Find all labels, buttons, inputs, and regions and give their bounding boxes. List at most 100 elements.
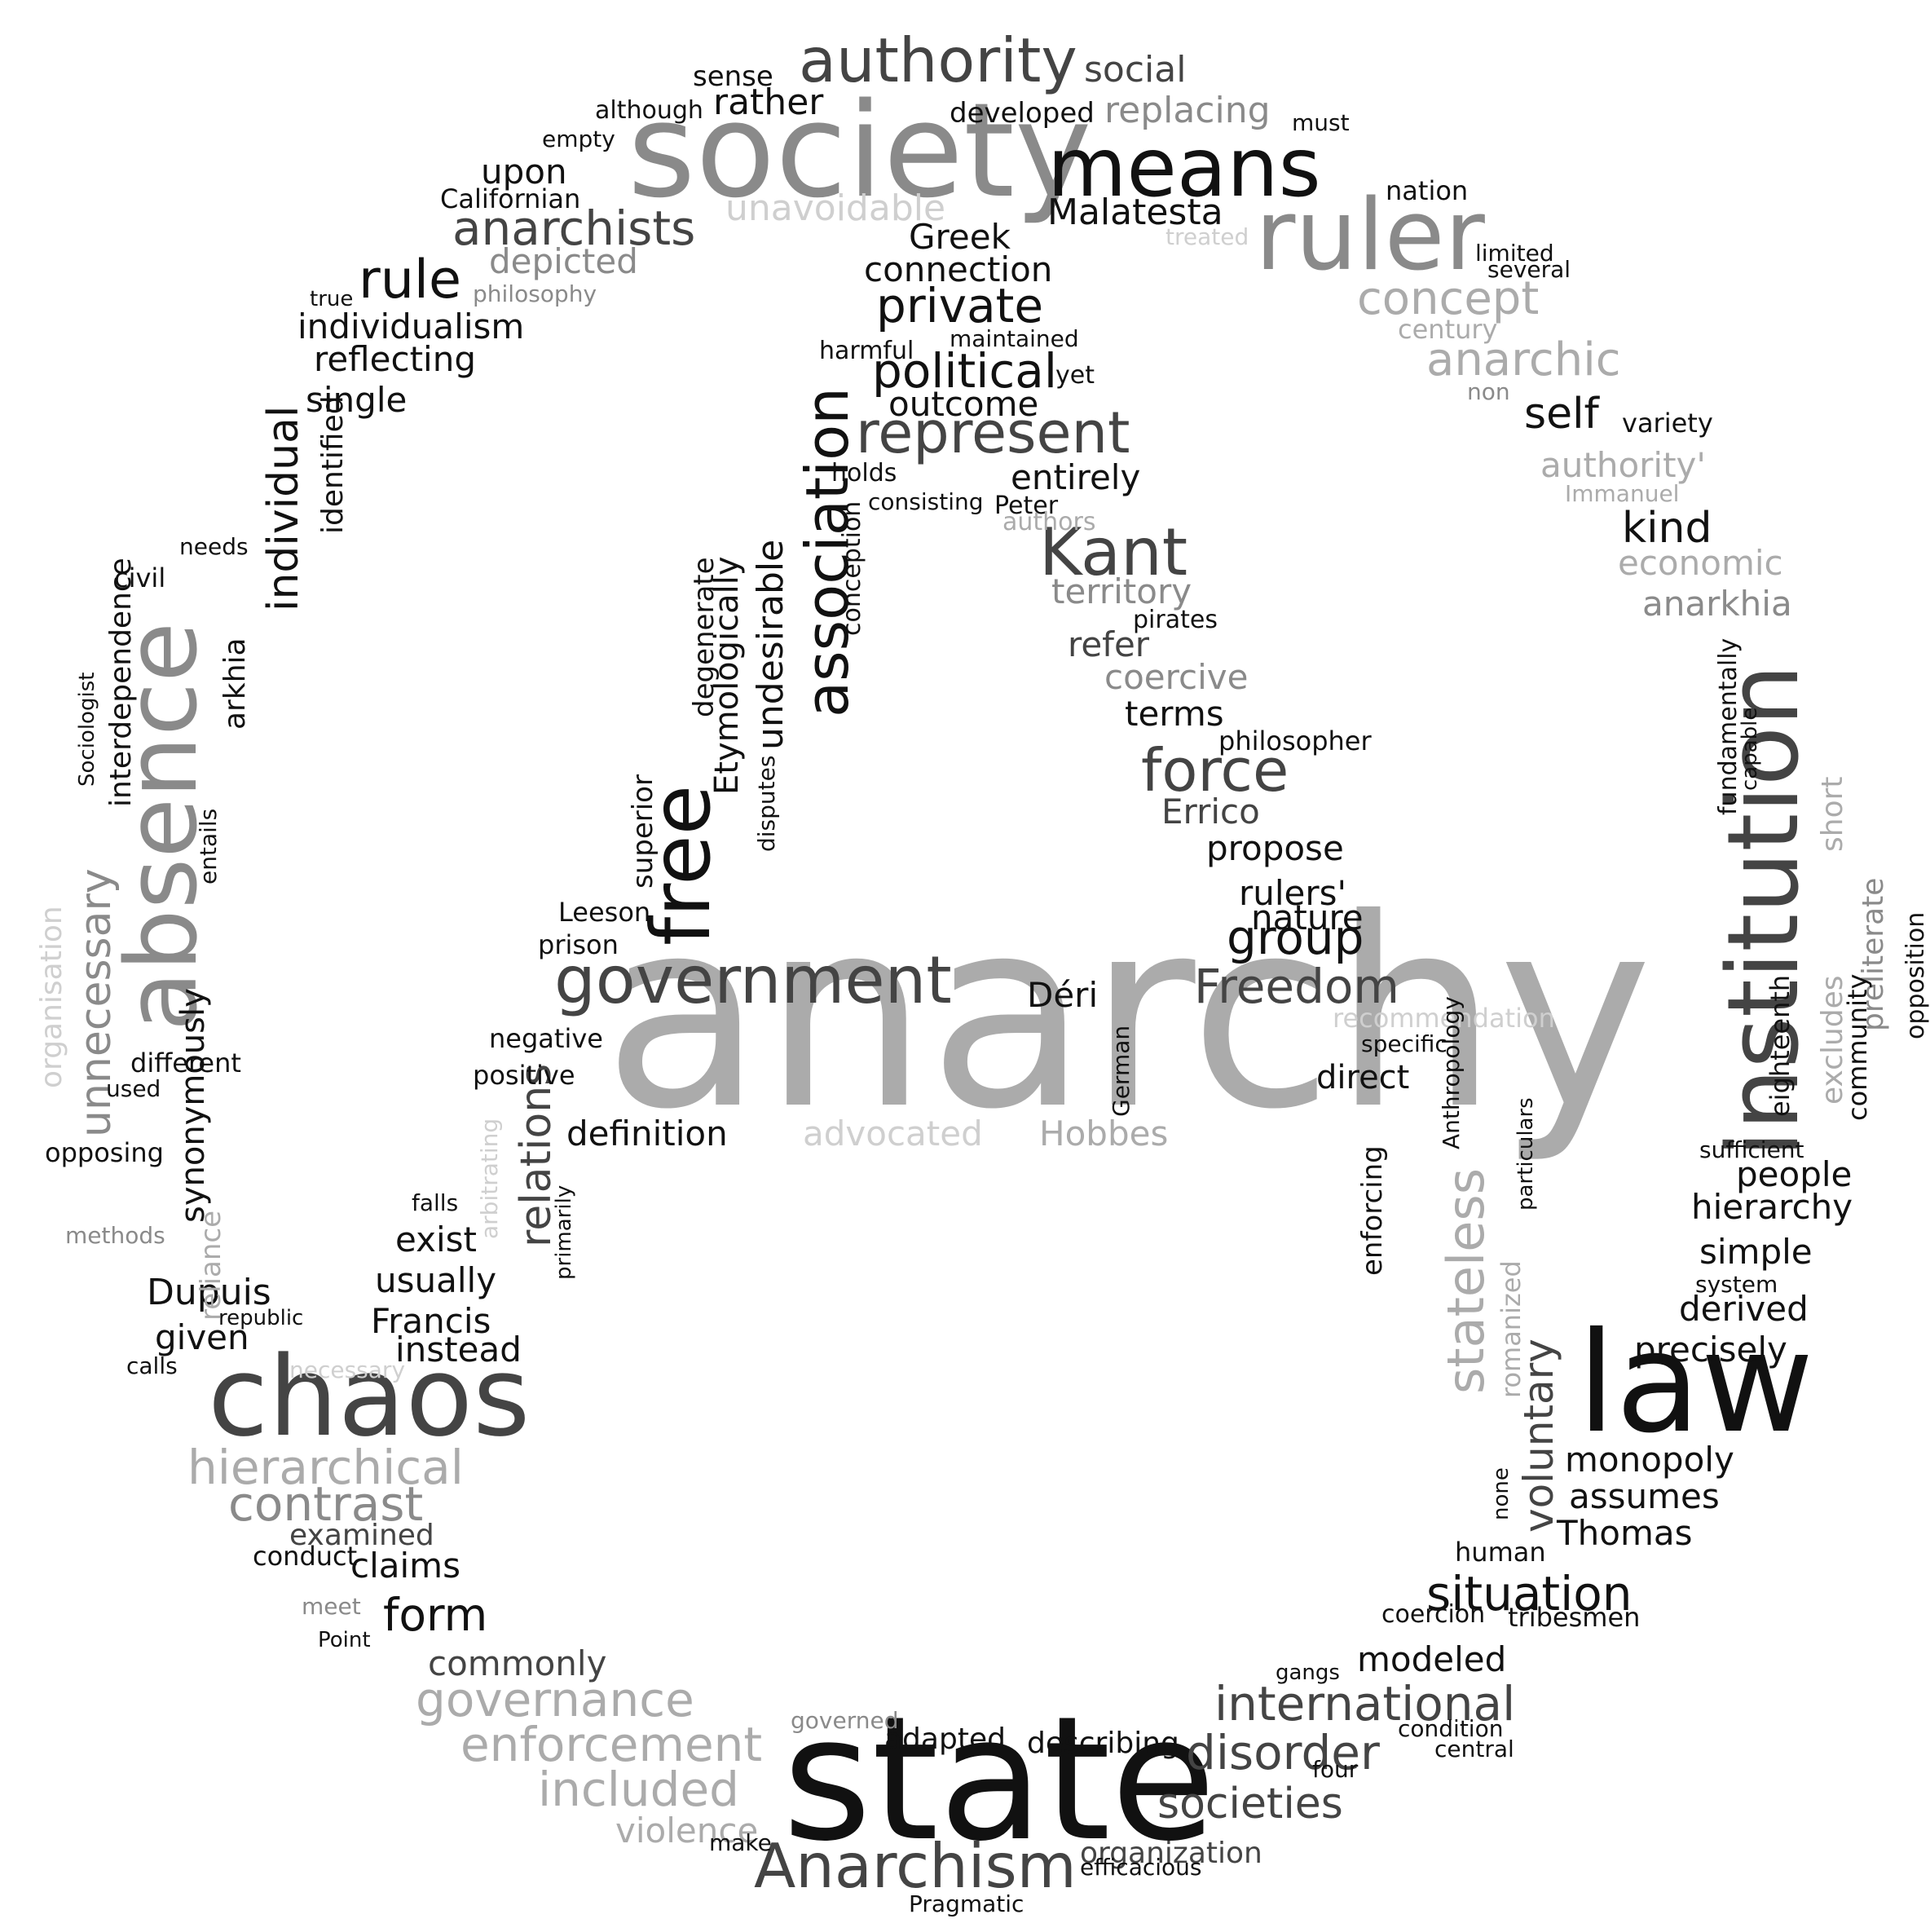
word-disorder: disorder bbox=[1186, 1725, 1380, 1780]
word-self: self bbox=[1524, 390, 1601, 439]
word-sense: sense bbox=[693, 60, 773, 93]
word-stateless: stateless bbox=[1436, 1168, 1496, 1394]
word-eighteenth: eighteenth bbox=[1765, 975, 1796, 1117]
word-institution: institution bbox=[1707, 664, 1821, 1158]
word-different: different bbox=[130, 1048, 241, 1078]
word-free: free bbox=[633, 785, 729, 946]
word-single: single bbox=[306, 380, 407, 420]
word-philosopher: philosopher bbox=[1218, 726, 1372, 756]
word-arkhia: arkhia bbox=[218, 637, 252, 730]
word-peter: Peter bbox=[994, 492, 1059, 520]
word-voluntary: voluntary bbox=[1515, 1339, 1562, 1533]
word-variety: variety bbox=[1622, 408, 1713, 439]
word-adapted: adapted bbox=[884, 1722, 1006, 1756]
word-outcome: outcome bbox=[888, 384, 1038, 424]
word-specific: specific bbox=[1361, 1030, 1448, 1057]
word-romanized: romanized bbox=[1496, 1260, 1527, 1398]
word-arbitrating: arbitrating bbox=[476, 1118, 503, 1239]
word-commonly: commonly bbox=[428, 1643, 606, 1683]
word-human: human bbox=[1455, 1537, 1546, 1568]
word-advocated: advocated bbox=[803, 1114, 983, 1153]
word-depicted: depicted bbox=[489, 241, 638, 281]
word-anarkhia: anarkhia bbox=[1642, 584, 1792, 624]
word-authors: authors bbox=[1002, 508, 1096, 536]
word-leeson: Leeson bbox=[558, 897, 650, 928]
word-private: private bbox=[876, 278, 1043, 333]
word-used: used bbox=[106, 1075, 161, 1102]
word-harmful: harmful bbox=[819, 337, 914, 365]
word-capable: capable bbox=[1738, 708, 1762, 791]
word-interdependence: interdependence bbox=[104, 558, 138, 807]
word-identified: identified bbox=[316, 395, 350, 534]
word-sociologist: Sociologist bbox=[75, 673, 99, 787]
word-authority: authority' bbox=[1540, 445, 1706, 485]
word-positive: positive bbox=[473, 1060, 575, 1091]
word-tribesmen: tribesmen bbox=[1508, 1602, 1640, 1633]
word-chaos: chaos bbox=[208, 1333, 530, 1461]
word-derived: derived bbox=[1679, 1289, 1809, 1329]
word-examined: examined bbox=[289, 1519, 434, 1552]
word-territory: territory bbox=[1051, 571, 1192, 611]
word-preliterate: preliterate bbox=[1857, 878, 1890, 1031]
word-pragmatic: Pragmatic bbox=[909, 1890, 1024, 1917]
word-simple: simple bbox=[1699, 1232, 1813, 1272]
word-fundamentally: fundamentally bbox=[1714, 638, 1743, 815]
word-community: community bbox=[1842, 974, 1873, 1121]
word-efficacious: efficacious bbox=[1080, 1854, 1202, 1881]
word-societies: societies bbox=[1157, 1780, 1343, 1828]
word-francis: Francis bbox=[371, 1301, 491, 1341]
word-relations: relations bbox=[512, 1064, 561, 1247]
word-organization: organization bbox=[1080, 1837, 1262, 1870]
word-replacing: replacing bbox=[1104, 90, 1271, 131]
word-instead: instead bbox=[395, 1330, 522, 1370]
word-system: system bbox=[1695, 1271, 1778, 1298]
word-limited: limited bbox=[1475, 240, 1554, 267]
word-hierarchical: hierarchical bbox=[187, 1440, 464, 1495]
word-undesirable: undesirable bbox=[750, 540, 791, 750]
word-connection: connection bbox=[864, 249, 1052, 289]
word-entails: entails bbox=[195, 809, 222, 884]
word-unavoidable: unavoidable bbox=[725, 187, 945, 229]
word-usually: usually bbox=[375, 1260, 496, 1300]
word-absence: absence bbox=[106, 622, 219, 1031]
word-entirely: entirely bbox=[1011, 457, 1140, 497]
word-international: international bbox=[1214, 1676, 1515, 1731]
word-d-ri: Déri bbox=[1027, 975, 1098, 1015]
word-describing: describing bbox=[1027, 1727, 1179, 1760]
word-anarchic: anarchic bbox=[1426, 333, 1621, 386]
word-must: must bbox=[1292, 109, 1350, 136]
word-exist: exist bbox=[395, 1220, 477, 1259]
word-force: force bbox=[1141, 736, 1289, 805]
word-ruler: ruler bbox=[1255, 179, 1486, 293]
word-civil: civil bbox=[114, 562, 165, 593]
word-enforcement: enforcement bbox=[460, 1717, 762, 1772]
word-group: group bbox=[1227, 910, 1364, 965]
word-developed: developed bbox=[950, 97, 1095, 130]
word-pirates: pirates bbox=[1133, 606, 1218, 634]
word-refer: refer bbox=[1068, 624, 1150, 664]
word-make: make bbox=[709, 1829, 772, 1856]
word-prison: prison bbox=[538, 929, 619, 960]
word-society: society bbox=[628, 74, 1092, 227]
word-nation: nation bbox=[1386, 175, 1468, 206]
word-upon: upon bbox=[481, 152, 567, 192]
word-assumes: assumes bbox=[1569, 1476, 1720, 1516]
word-kant: Kant bbox=[1039, 514, 1188, 590]
word-dupuis: Dupuis bbox=[147, 1272, 271, 1313]
word-degenerate: degenerate bbox=[688, 557, 720, 717]
word-reliance: reliance bbox=[195, 1211, 227, 1321]
word-definition: definition bbox=[566, 1114, 728, 1153]
word-opposition: opposition bbox=[1901, 912, 1930, 1039]
word-included: included bbox=[538, 1762, 739, 1817]
word-maintained: maintained bbox=[950, 325, 1079, 352]
word-political: political bbox=[872, 343, 1057, 399]
word-superior: superior bbox=[627, 774, 659, 889]
word-etymologically: Etymologically bbox=[708, 556, 746, 795]
word-philosophy: philosophy bbox=[473, 280, 597, 307]
word-condition: condition bbox=[1398, 1715, 1503, 1742]
word-opposing: opposing bbox=[45, 1137, 164, 1168]
word-coercion: coercion bbox=[1381, 1600, 1485, 1629]
word-situation: situation bbox=[1426, 1566, 1632, 1621]
word-yet: yet bbox=[1055, 361, 1095, 390]
